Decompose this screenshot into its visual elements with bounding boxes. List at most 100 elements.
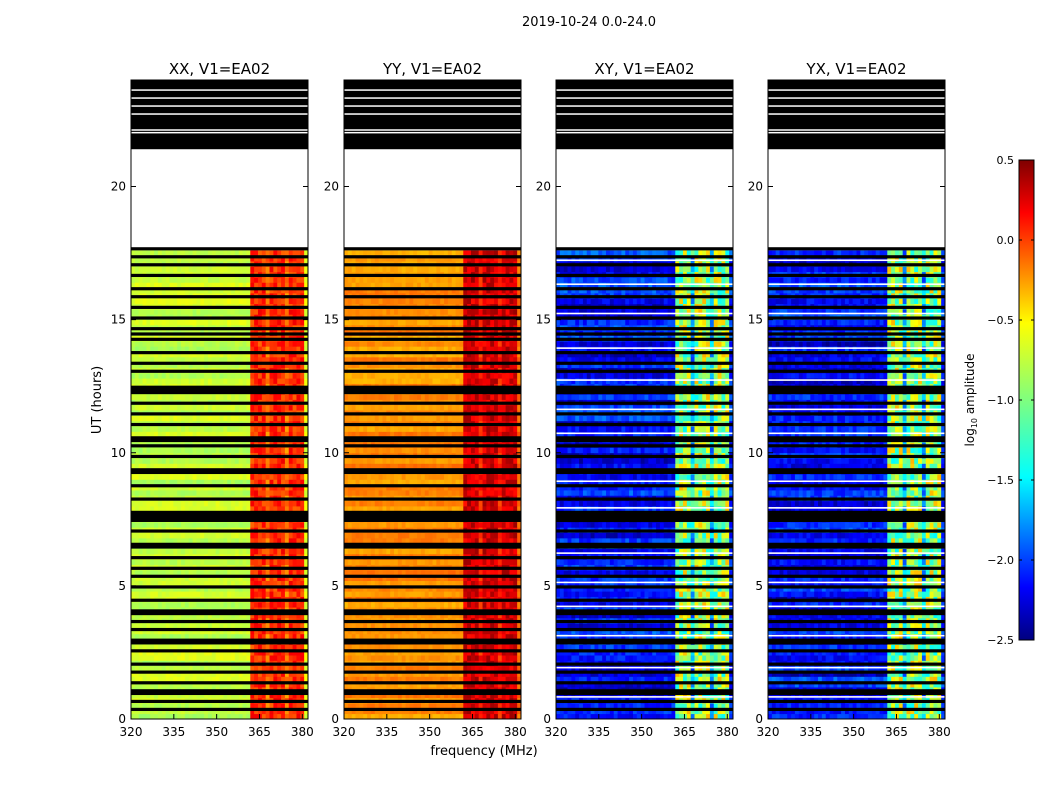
heatmap-cell: [204, 362, 209, 368]
heatmap-cell: [169, 644, 174, 651]
heatmap-cell: [161, 362, 167, 368]
heatmap-cell: [269, 308, 274, 315]
heatmap-cell: [281, 601, 286, 608]
heatmap-cell: [505, 708, 510, 715]
heatmap-cell: [409, 708, 414, 715]
heatmap-cell: [207, 250, 213, 257]
heatmap-cell: [238, 575, 243, 581]
heatmap-cell: [284, 559, 290, 565]
heatmap-cell: [284, 463, 290, 470]
heatmap-cell: [284, 415, 290, 422]
heatmap-cell: [142, 665, 147, 672]
heatmap-cell: [257, 644, 263, 651]
heatmap-cell: [250, 500, 255, 507]
heatmap-cell: [238, 628, 243, 635]
heatmap-cell: [254, 372, 259, 379]
heatmap-cell: [192, 362, 197, 368]
heatmap-cell: [227, 681, 232, 688]
heatmap-cell: [177, 681, 182, 688]
heatmap-cell: [192, 713, 197, 720]
heatmap-cell: [204, 463, 209, 470]
heatmap-cell: [246, 537, 251, 544]
heatmap-cell: [277, 490, 282, 496]
heatmap-cell: [184, 623, 190, 629]
heatmap-cell: [215, 340, 220, 347]
heatmap-cell: [192, 474, 197, 480]
heatmap-cell: [138, 426, 143, 432]
heatmap-cell: [142, 649, 147, 656]
heatmap-cell: [273, 649, 278, 656]
heatmap-cell: [184, 713, 190, 720]
heatmap-cell: [234, 580, 240, 587]
heatmap-cell: [184, 266, 190, 273]
heatmap-cell: [300, 671, 305, 677]
heatmap-cell: [424, 655, 430, 661]
heatmap-cell: [131, 633, 136, 640]
heatmap-cell: [181, 665, 186, 672]
heatmap-cell: [154, 601, 159, 608]
heatmap-cell: [131, 575, 136, 581]
flagged-row: [131, 529, 308, 533]
heatmap-cell: [204, 623, 209, 629]
heatmap-cell: [207, 559, 213, 565]
heatmap-cell: [257, 308, 263, 315]
heatmap-cell: [134, 623, 140, 629]
heatmap-cell: [215, 612, 220, 619]
heatmap-cell: [242, 378, 247, 384]
heatmap-cell: [184, 628, 190, 635]
heatmap-cell: [227, 426, 232, 432]
heatmap-cell: [300, 644, 305, 651]
heatmap-cell: [413, 708, 418, 715]
y-tick-label: 10: [111, 446, 126, 460]
heatmap-cell: [370, 713, 376, 720]
heatmap-cell: [300, 356, 305, 363]
flagged-row: [131, 470, 308, 475]
heatmap-cell: [188, 298, 193, 305]
heatmap-cell: [296, 415, 301, 422]
heatmap-cell: [223, 463, 228, 470]
heatmap-cell: [246, 404, 251, 411]
heatmap-cell: [250, 362, 255, 368]
heatmap-cell: [265, 628, 270, 635]
heatmap-cell: [211, 671, 217, 677]
heatmap-cell: [215, 676, 220, 683]
heatmap-cell: [300, 681, 305, 688]
heatmap-cell: [165, 676, 170, 683]
heatmap-cell: [131, 665, 136, 672]
heatmap-cell: [219, 415, 224, 422]
heatmap-cell: [234, 282, 240, 289]
heatmap-cell: [347, 655, 353, 661]
heatmap-cell: [200, 575, 205, 581]
heatmap-cell: [269, 681, 274, 688]
heatmap-cell: [261, 569, 267, 576]
heatmap-cell: [300, 708, 305, 715]
heatmap-cell: [146, 447, 151, 454]
heatmap-cell: [277, 484, 282, 491]
heatmap-cell: [250, 447, 255, 454]
heatmap-cell: [281, 277, 286, 283]
heatmap-cell: [501, 703, 507, 709]
heatmap-cell: [188, 521, 193, 528]
heatmap-cell: [257, 426, 263, 432]
heatmap-cell: [257, 372, 263, 379]
heatmap-cell: [265, 484, 270, 491]
heatmap-cell: [288, 250, 294, 257]
heatmap-cell: [254, 250, 259, 257]
heatmap-cell: [347, 708, 353, 715]
heatmap-cell: [211, 404, 217, 411]
heatmap-cell: [134, 266, 140, 273]
heatmap-cell: [250, 591, 255, 597]
heatmap-cell: [204, 500, 209, 507]
heatmap-cell: [219, 394, 224, 400]
heatmap-cell: [181, 463, 186, 470]
flagged-row: [131, 627, 308, 632]
heatmap-cell: [269, 340, 274, 347]
heatmap-cell: [204, 559, 209, 565]
heatmap-cell: [257, 623, 263, 629]
heatmap-cell: [397, 655, 403, 661]
heatmap-cell: [292, 623, 297, 629]
heatmap-cell: [273, 585, 278, 592]
heatmap-cell: [188, 340, 193, 347]
heatmap-cell: [219, 633, 224, 640]
heatmap-cell: [242, 362, 247, 368]
